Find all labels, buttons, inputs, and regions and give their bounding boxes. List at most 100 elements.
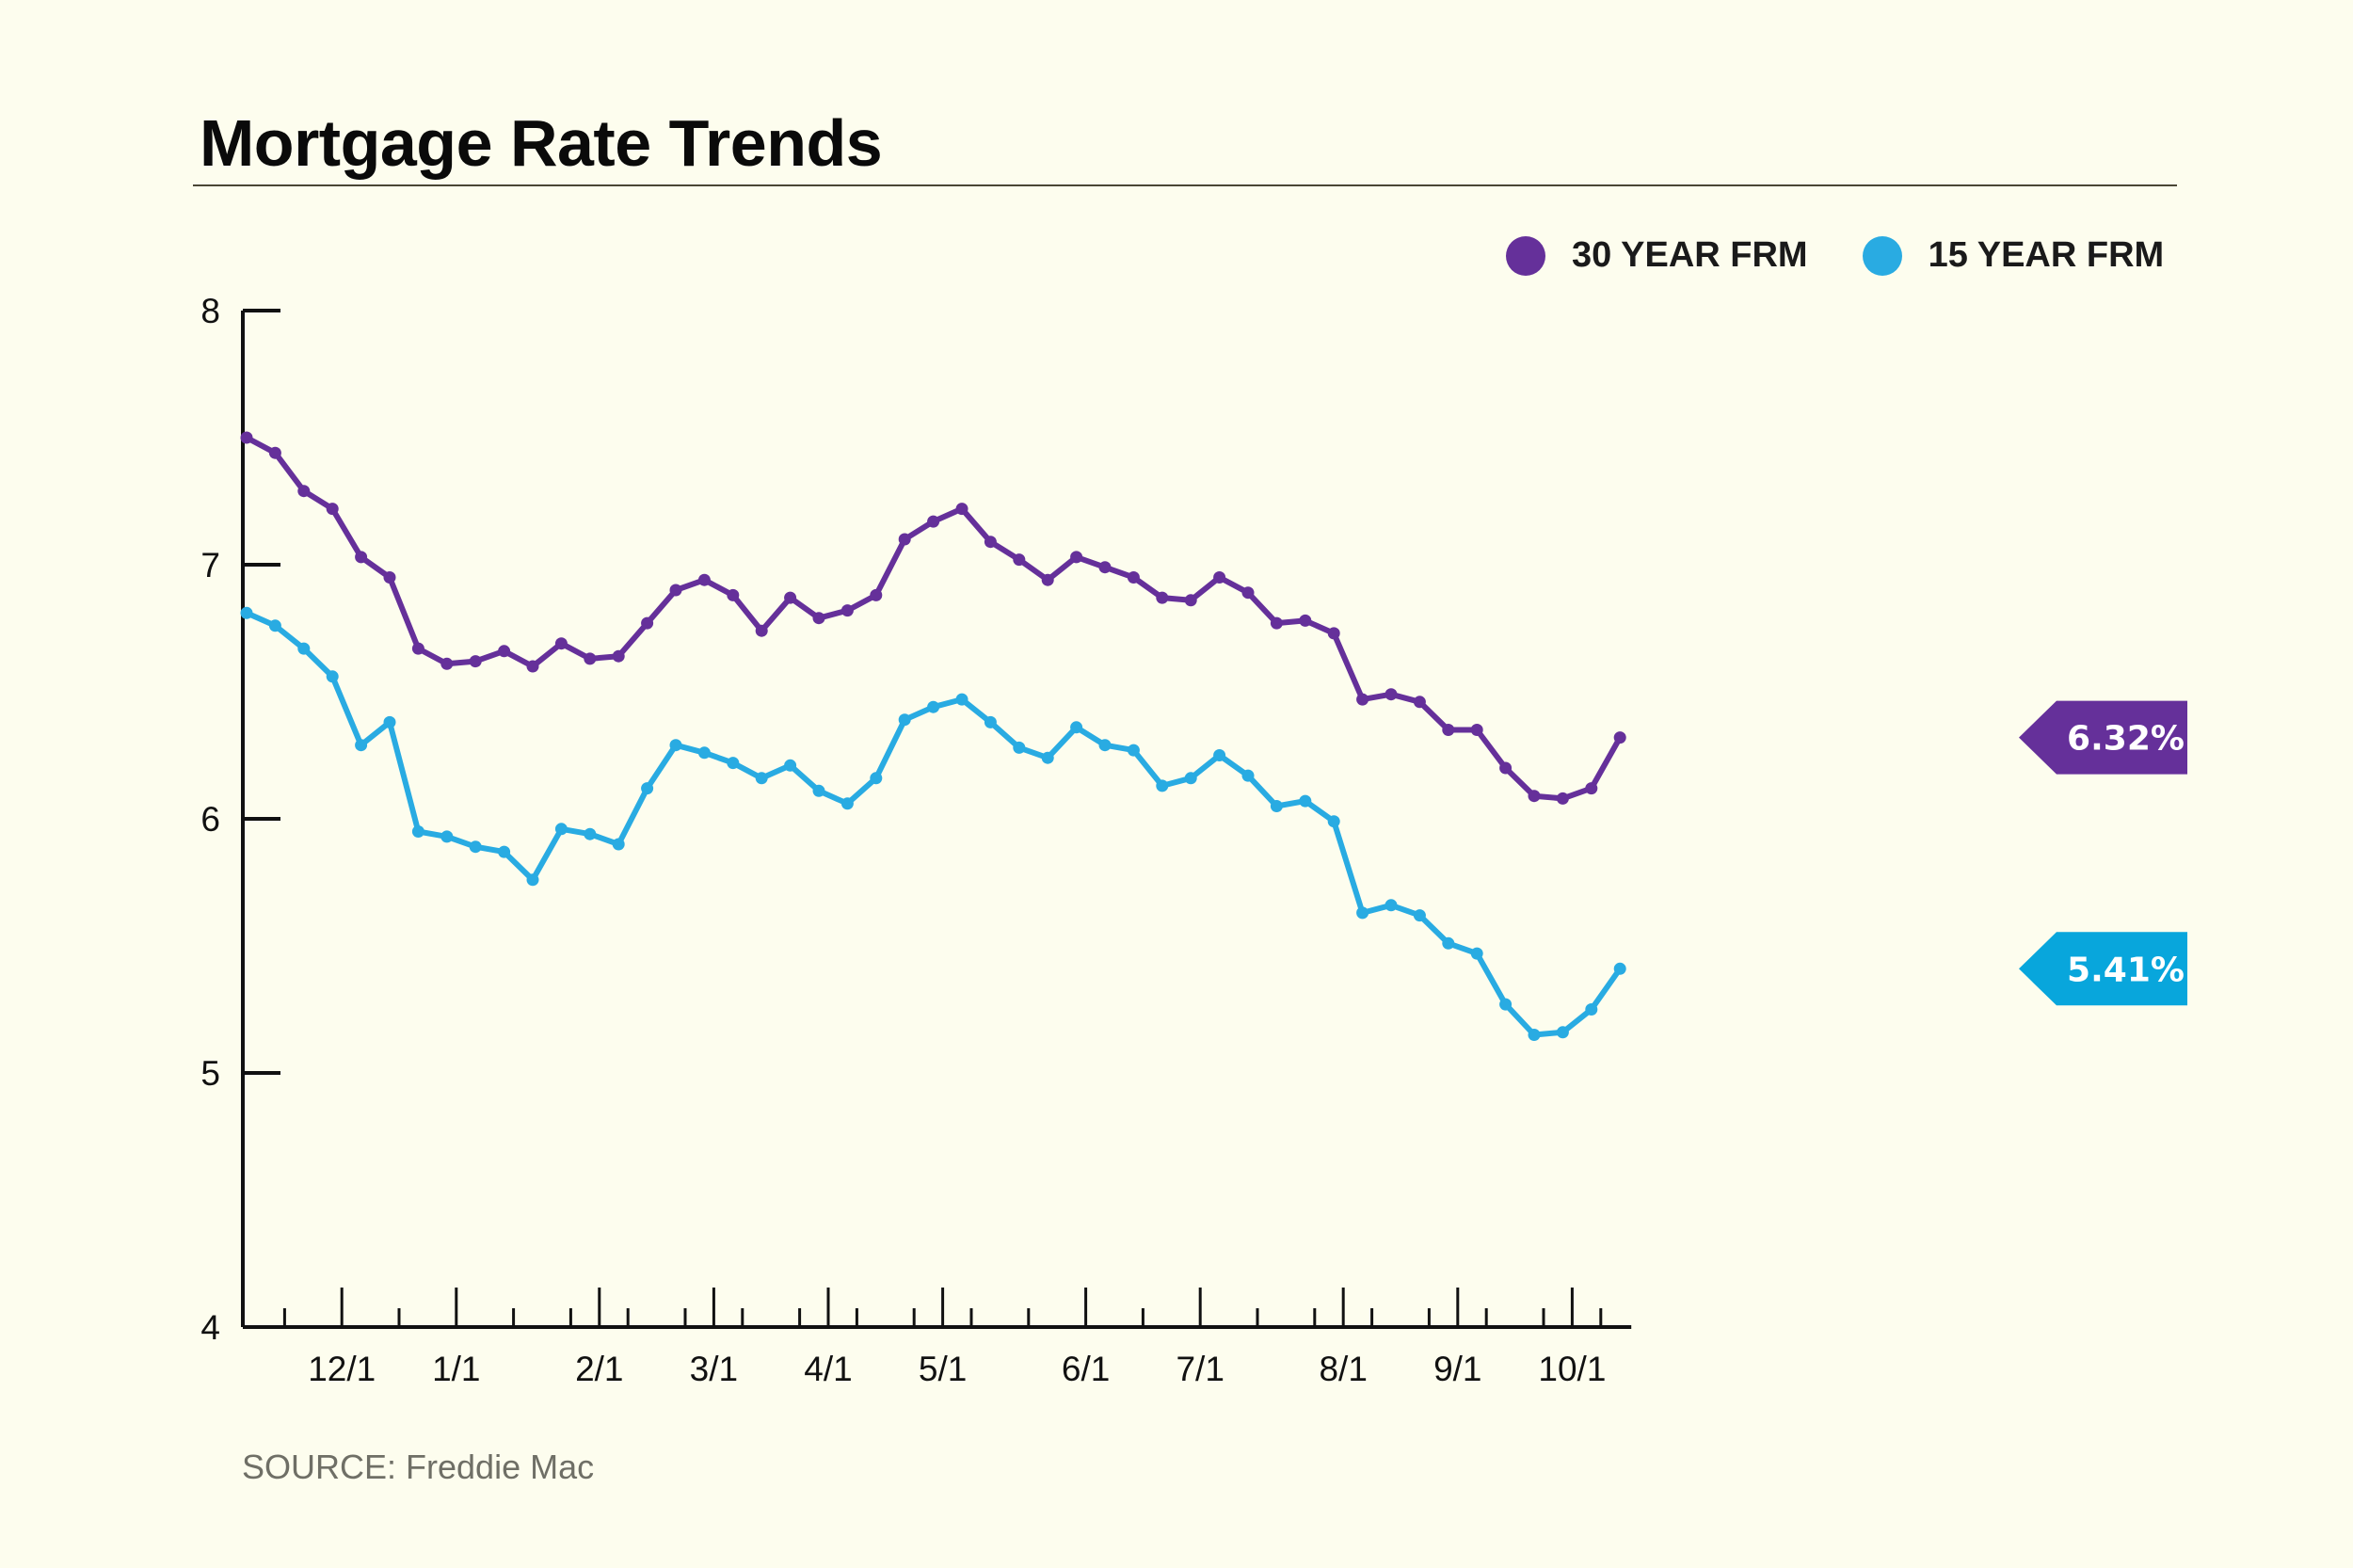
- data-point: [927, 515, 940, 528]
- data-point: [1299, 614, 1312, 627]
- data-point: [411, 825, 424, 838]
- data-point: [326, 670, 339, 683]
- data-point: [1041, 573, 1054, 586]
- data-point: [1528, 790, 1541, 803]
- data-point: [440, 830, 454, 843]
- data-point: [355, 551, 368, 564]
- data-point: [1156, 591, 1169, 604]
- data-point: [326, 503, 339, 516]
- data-point: [955, 693, 968, 706]
- data-point: [755, 624, 768, 637]
- data-point: [240, 606, 253, 619]
- data-point: [1299, 794, 1312, 808]
- data-point: [1070, 551, 1083, 564]
- data-point: [1213, 749, 1226, 761]
- legend-item-15-year: 15 YEAR FRM: [1862, 235, 2164, 276]
- title-divider: [193, 184, 2177, 186]
- data-point: [297, 485, 311, 498]
- data-point: [955, 503, 968, 516]
- series-line-30-year: [245, 435, 1623, 802]
- data-point: [669, 739, 682, 752]
- data-point: [1499, 998, 1513, 1011]
- data-point: [898, 713, 911, 727]
- data-point: [812, 784, 825, 797]
- end-value-callout: [2019, 700, 2187, 775]
- x-tick-label: 12/1: [308, 1350, 376, 1388]
- data-point: [612, 838, 625, 851]
- legend-dot-icon: [1506, 235, 1545, 276]
- data-point: [898, 533, 911, 546]
- x-tick-label: 3/1: [690, 1350, 738, 1388]
- data-point: [1556, 792, 1569, 805]
- data-point: [840, 797, 854, 810]
- end-value-callout: [2019, 932, 2187, 1006]
- legend-dot-icon: [1862, 235, 1902, 276]
- data-point: [784, 591, 797, 604]
- data-point: [984, 536, 997, 549]
- data-point: [727, 757, 740, 770]
- data-point: [1470, 947, 1483, 960]
- data-point: [469, 655, 482, 668]
- data-point: [1442, 936, 1455, 950]
- x-tick-label: 10/1: [1538, 1350, 1606, 1388]
- end-value-label: 5.41%: [2067, 951, 2185, 989]
- data-point: [1499, 761, 1513, 775]
- y-tick-label: 5: [200, 1054, 220, 1093]
- source-note: SOURCE: Freddie Mac: [242, 1448, 595, 1486]
- data-point: [1013, 741, 1026, 754]
- data-point: [1385, 688, 1398, 701]
- data-point: [1270, 800, 1283, 812]
- data-point: [383, 715, 396, 728]
- data-point: [554, 823, 568, 836]
- x-tick-label: 1/1: [432, 1350, 480, 1388]
- x-tick-label: 8/1: [1319, 1350, 1367, 1388]
- data-point: [1127, 744, 1140, 757]
- data-point: [1385, 899, 1398, 912]
- end-value-label: 6.32%: [2067, 720, 2185, 759]
- data-point: [1413, 909, 1426, 922]
- data-point: [840, 604, 854, 617]
- y-tick-label: 6: [200, 800, 220, 839]
- data-point: [755, 772, 768, 785]
- legend-label-30-year: 30 YEAR FRM: [1572, 235, 1808, 275]
- data-point: [1585, 782, 1598, 795]
- x-tick-label: 5/1: [919, 1350, 967, 1388]
- x-tick-label: 9/1: [1433, 1350, 1481, 1388]
- data-point: [268, 446, 281, 459]
- y-tick-label: 4: [200, 1308, 220, 1347]
- data-point: [1470, 724, 1483, 736]
- data-point: [526, 873, 539, 887]
- data-point: [870, 588, 883, 601]
- data-point: [1241, 769, 1255, 782]
- x-tick-label: 2/1: [575, 1350, 623, 1388]
- data-point: [1413, 696, 1426, 709]
- data-point: [641, 782, 654, 795]
- data-point: [697, 746, 711, 760]
- data-point: [297, 642, 311, 655]
- data-point: [1356, 906, 1369, 920]
- chart-legend: 30 YEAR FRM 15 YEAR FRM: [1506, 235, 2218, 276]
- data-point: [1613, 731, 1626, 744]
- data-point: [641, 616, 654, 630]
- data-point: [1013, 553, 1026, 567]
- data-point: [1070, 721, 1083, 734]
- data-point: [411, 642, 424, 655]
- data-point: [1613, 962, 1626, 975]
- y-tick-label: 7: [200, 546, 220, 584]
- data-point: [1156, 779, 1169, 792]
- data-point: [1327, 627, 1340, 640]
- data-point: [927, 700, 940, 713]
- legend-item-30-year: 30 YEAR FRM: [1506, 235, 1808, 276]
- data-point: [784, 759, 797, 772]
- data-point: [669, 584, 682, 597]
- data-point: [383, 571, 396, 584]
- data-point: [697, 573, 711, 586]
- x-tick-label: 7/1: [1176, 1350, 1224, 1388]
- data-point: [984, 715, 997, 728]
- x-tick-label: 4/1: [804, 1350, 852, 1388]
- data-point: [469, 840, 482, 854]
- data-point: [1041, 751, 1054, 764]
- data-point: [498, 845, 511, 858]
- chart-title: Mortgage Rate Trends: [200, 106, 883, 180]
